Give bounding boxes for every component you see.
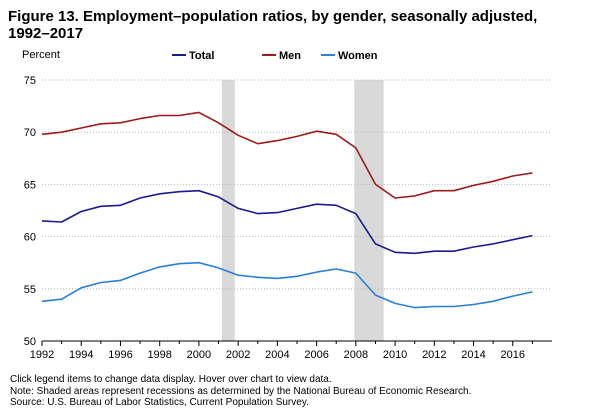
x-tick-label: 2004	[265, 349, 289, 361]
instructions-text: Click legend items to change data displa…	[10, 374, 332, 385]
chart-legend[interactable]: Total Men Women	[172, 50, 378, 62]
series-line-men[interactable]	[41, 111, 533, 199]
x-tick-label: 2008	[344, 349, 368, 361]
chart-notes: Click legend items to change data displa…	[10, 374, 471, 409]
x-tick-label: 1994	[69, 349, 93, 361]
series-line-women[interactable]	[41, 261, 533, 309]
x-tick-label: 2006	[304, 349, 328, 361]
recession-band-1	[221, 80, 235, 341]
y-tick-label: 70	[24, 127, 36, 139]
gridlines	[42, 79, 552, 342]
x-tick-label: 1996	[108, 349, 132, 361]
y-tick-label: 65	[24, 179, 36, 191]
legend-item-women[interactable]: Women	[321, 50, 378, 62]
recession-shading	[221, 80, 384, 341]
y-tick-label: 75	[24, 75, 36, 87]
x-tick-label: 2000	[187, 349, 211, 361]
x-tick-label: 2014	[461, 349, 485, 361]
y-tick-label: 50	[24, 336, 36, 348]
y-tick-label: 55	[24, 284, 36, 296]
x-tick-label: 2012	[422, 349, 446, 361]
x-tick-label: 1992	[30, 349, 54, 361]
chart-title: Figure 13. Employment–population ratios,…	[8, 8, 538, 42]
x-tick-label: 1998	[147, 349, 171, 361]
x-tick-label: 2010	[383, 349, 407, 361]
legend-label-total: Total	[189, 50, 214, 62]
x-tick-label: 2016	[501, 349, 525, 361]
legend-item-men[interactable]: Men	[262, 50, 301, 62]
source-text: Source: U.S. Bureau of Labor Statistics,…	[10, 397, 309, 408]
x-tick-label: 2002	[226, 349, 250, 361]
recession-band-2	[354, 80, 384, 341]
legend-item-total[interactable]: Total	[172, 50, 214, 62]
note-text: Note: Shaded areas represent recessions …	[10, 385, 472, 397]
series-line-total[interactable]	[41, 189, 533, 255]
y-tick-label: 60	[24, 232, 36, 244]
legend-label-women: Women	[338, 50, 378, 62]
y-axis-ticks: 50 55 60 65 70 75	[24, 75, 36, 348]
series-lines[interactable]	[41, 111, 533, 309]
y-axis-label: Percent	[22, 49, 60, 61]
legend-label-men: Men	[279, 50, 301, 62]
x-axis-ticks: 1992 1994 1996 1998 2000 2002 2004 2006 2008 2010…	[30, 341, 533, 361]
